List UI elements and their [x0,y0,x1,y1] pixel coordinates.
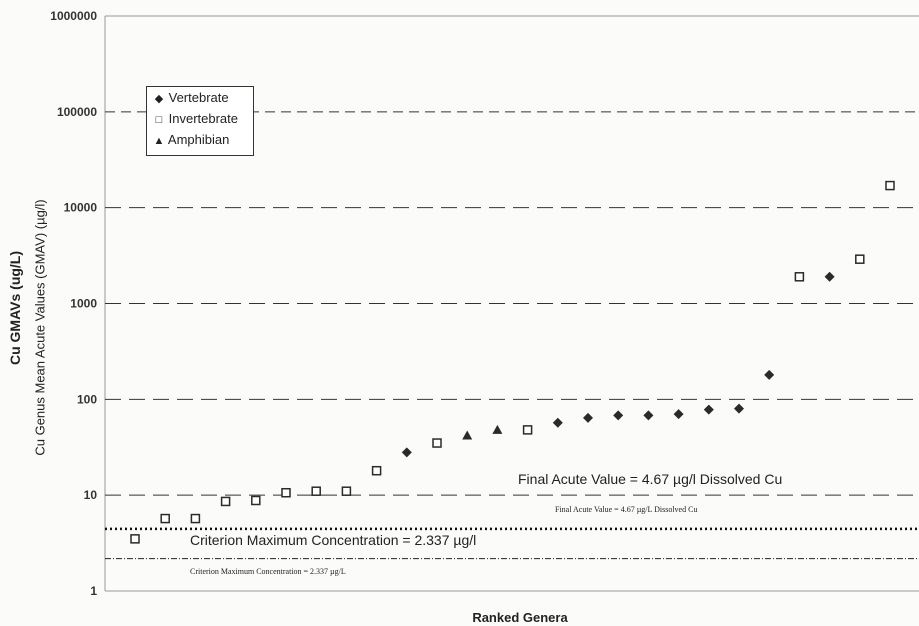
data-point-invertebrate [856,255,864,263]
data-point-vertebrate [825,272,835,282]
data-point-vertebrate [704,405,714,415]
data-point-invertebrate [222,497,230,505]
legend-label-vertebrate: Vertebrate [169,90,229,105]
final-acute-value-label: Final Acute Value = 4.67 µg/l Dissolved … [518,471,782,487]
y-tick-label: 1 [90,584,97,598]
y-tick-label: 10000 [64,201,98,215]
y-tick-label: 100000 [57,105,97,119]
legend: ◆ Vertebrate □ Invertebrate ▲ Amphibian [146,86,254,156]
data-point-invertebrate [131,535,139,543]
cmc-label: Criterion Maximum Concentration = 2.337 … [190,532,476,548]
legend-item-vertebrate: ◆ Vertebrate [153,90,229,105]
legend-label-invertebrate: Invertebrate [169,111,238,126]
y-tick-label: 1000 [70,297,97,311]
legend-item-amphibian: ▲ Amphibian [153,132,229,147]
data-point-invertebrate [161,515,169,523]
x-axis-title: Ranked Genera [380,610,660,625]
data-point-invertebrate [252,496,260,504]
final-acute-value-small-label: Final Acute Value = 4.67 µg/L Dissolved … [555,505,697,514]
data-point-invertebrate [191,515,199,523]
y-tick-label: 10 [84,488,98,502]
data-point-vertebrate [764,370,774,380]
data-point-invertebrate [795,273,803,281]
data-point-vertebrate [402,447,412,457]
y-axis-title: Cu GMAVs (ug/L) [7,88,23,528]
y-tick-label: 1000000 [50,9,97,23]
data-point-invertebrate [886,182,894,190]
data-point-invertebrate [524,426,532,434]
diamond-icon: ◆ [153,92,165,105]
data-point-vertebrate [553,418,563,428]
cmc-small-label: Criterion Maximum Concentration = 2.337 … [190,567,346,576]
data-point-amphibian [492,425,502,434]
data-point-invertebrate [282,489,290,497]
data-point-vertebrate [583,413,593,423]
data-point-invertebrate [373,467,381,475]
square-icon: □ [153,114,165,126]
data-point-vertebrate [674,409,684,419]
data-point-invertebrate [433,439,441,447]
y-axis-subtitle: Cu Genus Mean Acute Values (GMAV) (µg/l) [33,108,48,548]
data-point-vertebrate [643,410,653,420]
legend-label-amphibian: Amphibian [168,132,229,147]
y-tick-label: 100 [77,392,97,406]
data-point-invertebrate [342,487,350,495]
legend-item-invertebrate: □ Invertebrate [153,111,238,126]
triangle-icon: ▲ [153,135,165,147]
data-point-vertebrate [734,404,744,414]
data-point-invertebrate [312,487,320,495]
data-point-amphibian [462,430,472,439]
data-point-vertebrate [613,410,623,420]
